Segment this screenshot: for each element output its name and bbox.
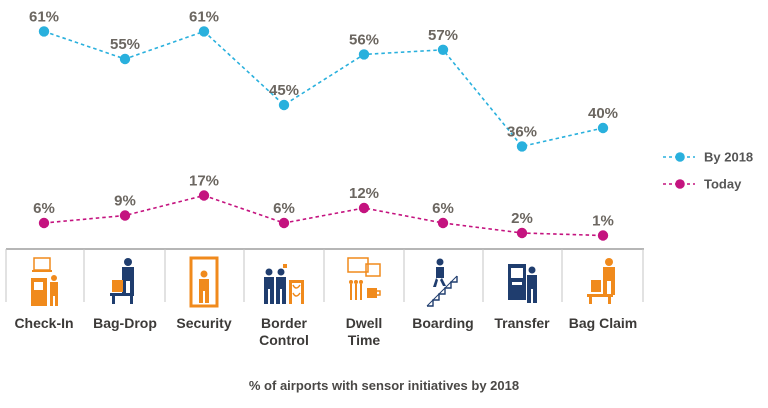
dwell-time-icon: [347, 257, 381, 300]
data-point: [597, 122, 609, 134]
data-label: 61%: [189, 8, 219, 25]
category-labels: Check-In Bag-Drop Security Border Control Dwe…: [14, 315, 637, 348]
category-label: Dwell Time: [346, 315, 383, 348]
data-label: 17%: [189, 173, 219, 190]
series-by-2018: 61% 55% 61% 45% 56% 57% 36% 40%: [29, 8, 618, 152]
data-label: 56%: [349, 31, 379, 48]
data-point: [597, 230, 609, 241]
border-control-icon: [264, 264, 304, 304]
chart-title: % of airports with sensor initiatives by…: [249, 378, 519, 393]
series-today: 6% 9% 17% 6% 12% 6% 2% 1%: [33, 173, 614, 241]
data-point: [516, 227, 528, 239]
legend-label: Today: [704, 177, 742, 192]
series-line: [43, 30, 604, 148]
data-label: 55%: [110, 36, 140, 53]
data-point: [437, 44, 449, 55]
legend-label: By 2018: [704, 150, 753, 165]
data-label: 12%: [349, 185, 379, 202]
data-point: [516, 141, 528, 152]
data-label: 2%: [511, 210, 533, 227]
legend-marker: [675, 179, 685, 189]
security-icon: [189, 256, 219, 308]
data-label: 61%: [29, 8, 59, 25]
category-separators: [5, 249, 644, 302]
data-point: [198, 190, 210, 201]
legend: By 2018 Today: [663, 150, 753, 192]
data-label: 40%: [588, 105, 618, 122]
legend-item-by-2018: By 2018: [663, 150, 753, 165]
data-label: 36%: [507, 123, 537, 140]
bag-claim-icon: [587, 258, 615, 304]
category-label: Transfer: [494, 315, 550, 331]
data-point: [38, 217, 50, 229]
data-point: [437, 217, 449, 229]
data-label: 6%: [432, 200, 454, 217]
category-label: Boarding: [412, 315, 473, 331]
data-label: 45%: [269, 82, 299, 99]
check-in-icon: [31, 257, 58, 306]
data-point: [358, 202, 370, 214]
data-point: [358, 49, 370, 60]
data-point: [38, 26, 50, 37]
category-label: Security: [176, 315, 231, 331]
series-layer: 61% 55% 61% 45% 56% 57% 36% 40% 6% 9% 17% 6% 12% 6% 2%…: [29, 8, 618, 241]
data-point: [119, 53, 131, 65]
data-label: 6%: [273, 200, 295, 217]
legend-item-today: Today: [663, 177, 742, 192]
category-label: Border Control: [259, 315, 309, 348]
data-label: 6%: [33, 200, 55, 217]
data-point: [278, 217, 290, 229]
data-point: [198, 26, 210, 37]
data-point: [278, 99, 290, 111]
data-label: 9%: [114, 193, 136, 210]
category-label: Bag Claim: [569, 315, 637, 331]
bag-drop-icon: [110, 258, 134, 304]
category-icons: [31, 256, 615, 308]
series-line: [43, 194, 604, 237]
boarding-icon: [426, 258, 458, 307]
data-label: 1%: [592, 213, 614, 230]
data-point: [119, 210, 131, 221]
category-label: Bag-Drop: [93, 315, 157, 331]
transfer-icon: [508, 264, 537, 303]
legend-marker: [675, 152, 685, 162]
data-label: 57%: [428, 27, 458, 44]
category-label: Check-In: [14, 315, 73, 331]
